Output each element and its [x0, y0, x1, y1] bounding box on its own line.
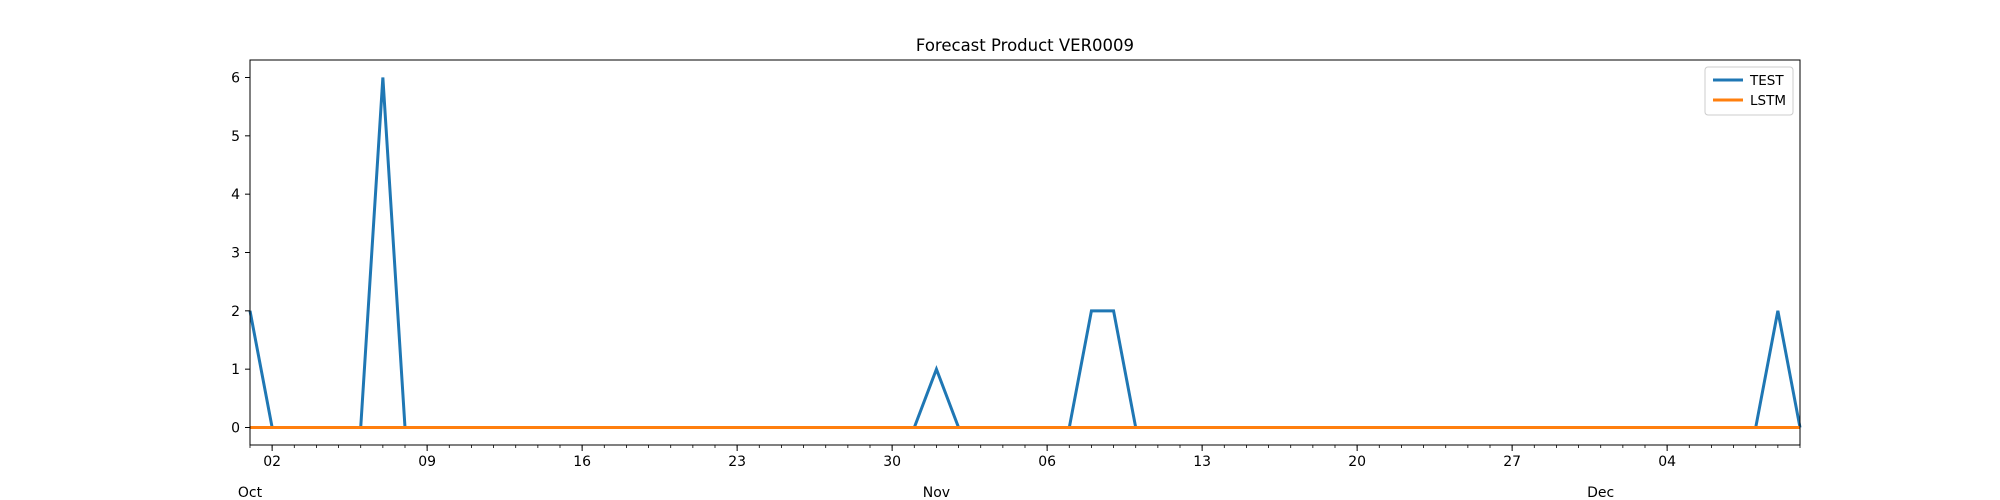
x-tick-label: 13	[1193, 454, 1211, 470]
chart-title: Forecast Product VER0009	[916, 36, 1134, 55]
y-tick-label: 6	[231, 71, 240, 87]
x-month-label: Oct	[238, 485, 263, 500]
x-month-label: Nov	[923, 485, 950, 500]
y-tick-label: 4	[231, 187, 240, 203]
y-tick-label: 2	[231, 304, 240, 320]
y-tick-label: 3	[231, 246, 240, 262]
y-tick-label: 5	[231, 129, 240, 145]
x-tick-label: 30	[883, 454, 901, 470]
legend-label-lstm: LSTM	[1750, 93, 1786, 109]
x-tick-label: 06	[1038, 454, 1056, 470]
x-tick-label: 09	[418, 454, 436, 470]
plot-area	[248, 77, 1802, 429]
y-tick-label: 1	[231, 362, 240, 378]
legend-label-test: TEST	[1749, 73, 1784, 89]
x-tick-label: 16	[573, 454, 591, 470]
legend: TEST LSTM	[1704, 66, 1794, 116]
y-tick-label: 0	[231, 421, 240, 437]
x-tick-label: 23	[728, 454, 746, 470]
x-tick-label: 27	[1503, 454, 1521, 470]
x-month-label: Dec	[1587, 485, 1614, 500]
x-tick-label: 02	[263, 454, 281, 470]
x-tick-label: 20	[1348, 454, 1366, 470]
x-tick-label: 04	[1658, 454, 1676, 470]
